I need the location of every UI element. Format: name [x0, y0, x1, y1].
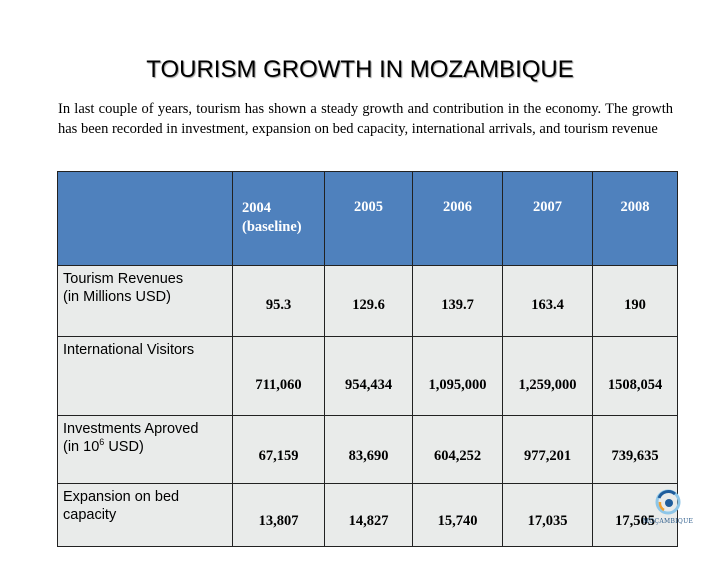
table-row: Expansion on bed capacity 13,807 14,827 …	[57, 483, 678, 547]
row-label-line: (in 106 USD)	[63, 438, 232, 456]
header-year-2004: 2004 (baseline)	[232, 171, 325, 266]
table-row: International Visitors 711,060 954,434 1…	[57, 336, 678, 416]
year-label: 2004	[242, 200, 271, 216]
swirl-logo-icon	[655, 489, 681, 515]
table-cell: 1,095,000	[412, 336, 503, 416]
label-suffix: USD)	[104, 439, 144, 455]
table-cell: 17,035	[502, 483, 593, 547]
row-label: Expansion on bed capacity	[57, 483, 233, 547]
header-year-2006: 2006	[412, 171, 503, 266]
row-label-line: Tourism Revenues	[63, 271, 184, 287]
table-row: Tourism Revenues (in Millions USD) 95.3 …	[57, 265, 678, 337]
header-year-2008: 2008	[592, 171, 678, 266]
header-year-2007: 2007	[502, 171, 593, 266]
table-cell: 163.4	[502, 265, 593, 337]
label-exponent: 6	[99, 437, 105, 448]
header-year-2005: 2005	[324, 171, 413, 266]
table-cell: 977,201	[502, 415, 593, 484]
table-cell: 13,807	[232, 483, 325, 547]
row-label-line: Expansion on bed	[63, 489, 180, 505]
row-label-line: (in Millions USD)	[63, 289, 171, 305]
table-cell: 739,635	[592, 415, 678, 484]
table-cell: 83,690	[324, 415, 413, 484]
row-label-line: Investments Aproved	[63, 421, 199, 437]
table-cell: 190	[592, 265, 678, 337]
table-cell: 15,740	[412, 483, 503, 547]
tourism-growth-table: 2004 (baseline) 2005 2006 2007 2008 Tour…	[57, 171, 678, 547]
table-row: Investments Aproved (in 106 USD) 67,159 …	[57, 415, 678, 484]
logo-wordmark: MOÇAMBIQUE	[642, 518, 694, 525]
table-cell: 711,060	[232, 336, 325, 416]
row-label-line: capacity	[63, 507, 117, 523]
mozambique-logo: MOÇAMBIQUE	[640, 488, 696, 528]
page-title: TOURISM GROWTH IN MOZAMBIQUE	[146, 56, 574, 83]
year-note: (baseline)	[242, 219, 302, 235]
table-cell: 129.6	[324, 265, 413, 337]
table-cell: 67,159	[232, 415, 325, 484]
row-label: Investments Aproved (in 106 USD)	[57, 415, 233, 484]
row-label: International Visitors	[57, 336, 233, 416]
table-cell: 1508,054	[592, 336, 678, 416]
table-cell: 954,434	[324, 336, 413, 416]
label-prefix: (in 10	[63, 439, 100, 455]
intro-paragraph: In last couple of years, tourism has sho…	[58, 101, 673, 137]
table-cell: 139.7	[412, 265, 503, 337]
table-cell: 95.3	[232, 265, 325, 337]
table-header-row: 2004 (baseline) 2005 2006 2007 2008	[57, 171, 678, 266]
table-cell: 14,827	[324, 483, 413, 547]
table-cell: 1,259,000	[502, 336, 593, 416]
row-label-line: International Visitors	[63, 342, 195, 358]
header-corner-cell	[57, 171, 233, 266]
row-label: Tourism Revenues (in Millions USD)	[57, 265, 233, 337]
table-cell: 604,252	[412, 415, 503, 484]
